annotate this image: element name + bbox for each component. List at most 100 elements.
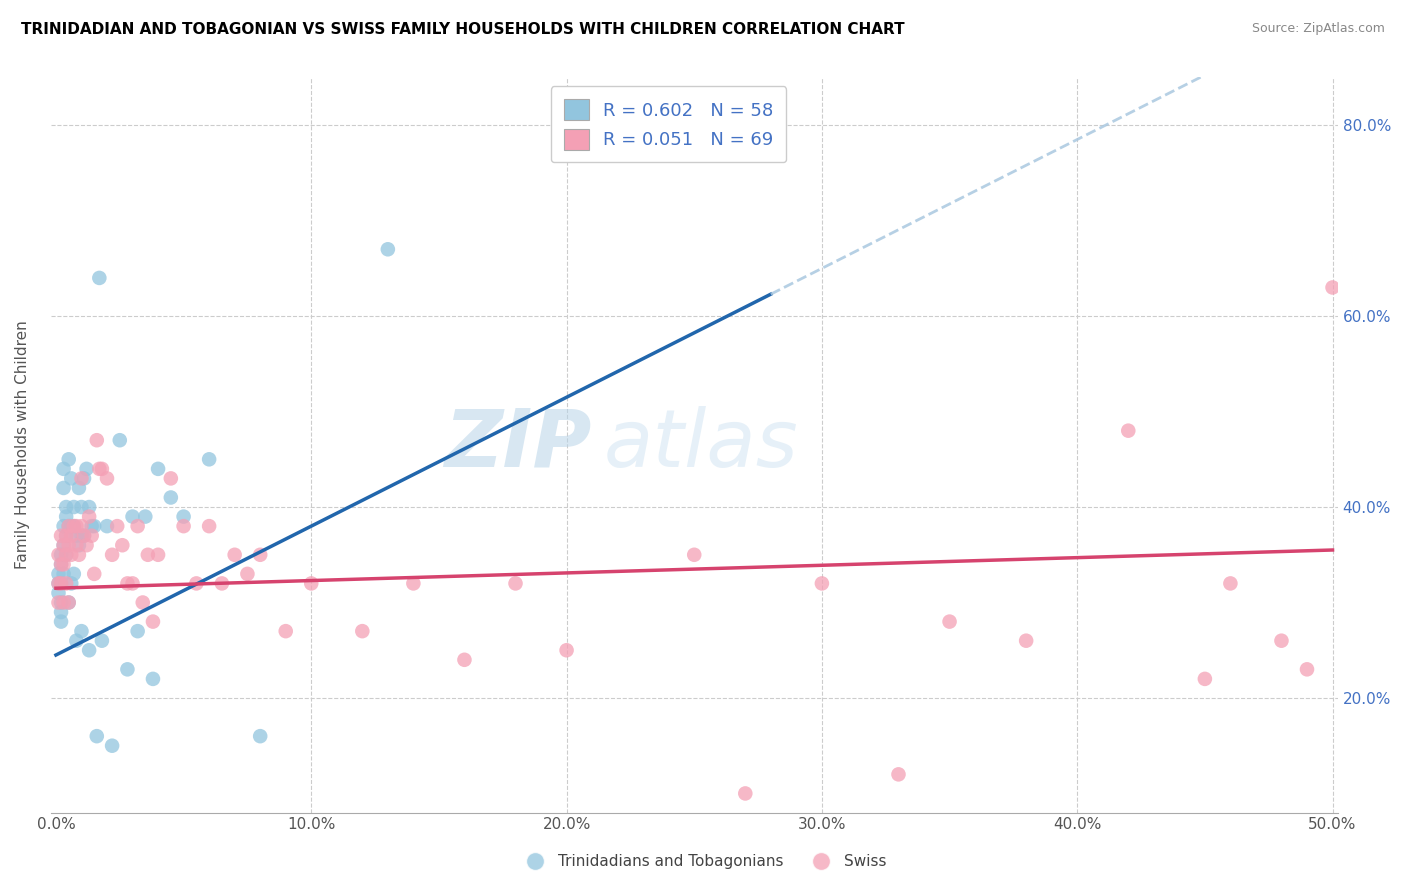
Point xyxy=(58,519,80,533)
Point xyxy=(60,519,83,533)
Point xyxy=(60,471,83,485)
Point xyxy=(65,529,87,543)
Point xyxy=(52,538,75,552)
Point xyxy=(55,548,77,562)
Point xyxy=(887,767,910,781)
Point xyxy=(77,643,100,657)
Point xyxy=(96,471,118,485)
Point xyxy=(76,538,98,552)
Point xyxy=(111,538,134,552)
Point xyxy=(1270,633,1292,648)
Point xyxy=(65,633,87,648)
Point xyxy=(77,509,100,524)
Y-axis label: Family Households with Children: Family Households with Children xyxy=(15,320,30,569)
Point xyxy=(48,595,70,609)
Point xyxy=(683,548,706,562)
Point xyxy=(52,558,75,572)
Point xyxy=(453,653,475,667)
Point xyxy=(49,595,72,609)
Point xyxy=(86,729,108,743)
Point xyxy=(105,519,128,533)
Point xyxy=(1194,672,1216,686)
Point xyxy=(60,548,83,562)
Point xyxy=(77,500,100,514)
Point xyxy=(402,576,425,591)
Point xyxy=(49,558,72,572)
Point xyxy=(734,787,756,801)
Point xyxy=(352,624,374,639)
Point xyxy=(73,529,96,543)
Point xyxy=(90,633,112,648)
Point xyxy=(58,595,80,609)
Point xyxy=(198,519,221,533)
Point xyxy=(198,452,221,467)
Point xyxy=(938,615,960,629)
Point xyxy=(55,529,77,543)
Point xyxy=(127,519,149,533)
Point xyxy=(274,624,297,639)
Point xyxy=(60,576,83,591)
Point xyxy=(101,739,124,753)
Text: ZIP: ZIP xyxy=(444,406,592,484)
Point xyxy=(49,576,72,591)
Point xyxy=(55,576,77,591)
Point xyxy=(60,529,83,543)
Legend: Trinidadians and Tobagonians, Swiss: Trinidadians and Tobagonians, Swiss xyxy=(513,848,893,875)
Point xyxy=(173,509,195,524)
Point xyxy=(49,529,72,543)
Point xyxy=(90,462,112,476)
Point xyxy=(55,548,77,562)
Point xyxy=(52,481,75,495)
Point xyxy=(173,519,195,533)
Point xyxy=(811,576,834,591)
Point xyxy=(160,471,183,485)
Point xyxy=(142,615,165,629)
Point xyxy=(127,624,149,639)
Point xyxy=(146,462,169,476)
Point xyxy=(86,434,108,448)
Point xyxy=(108,434,131,448)
Point xyxy=(70,529,93,543)
Point xyxy=(52,566,75,581)
Point xyxy=(49,576,72,591)
Point xyxy=(67,481,90,495)
Point xyxy=(121,509,143,524)
Point xyxy=(67,538,90,552)
Point xyxy=(377,242,399,256)
Point xyxy=(55,500,77,514)
Point xyxy=(48,566,70,581)
Point xyxy=(52,462,75,476)
Point xyxy=(48,548,70,562)
Point xyxy=(80,529,103,543)
Point xyxy=(1322,280,1344,294)
Point xyxy=(1296,662,1319,676)
Point xyxy=(48,576,70,591)
Point xyxy=(73,529,96,543)
Point xyxy=(70,500,93,514)
Point xyxy=(62,500,84,514)
Point xyxy=(65,519,87,533)
Point xyxy=(76,462,98,476)
Point xyxy=(58,538,80,552)
Point xyxy=(224,548,246,562)
Point xyxy=(1219,576,1241,591)
Point xyxy=(96,519,118,533)
Point xyxy=(52,538,75,552)
Point xyxy=(48,586,70,600)
Point xyxy=(67,548,90,562)
Point xyxy=(62,519,84,533)
Point xyxy=(55,509,77,524)
Point xyxy=(249,729,271,743)
Point xyxy=(117,576,139,591)
Point xyxy=(1116,424,1139,438)
Point xyxy=(49,548,72,562)
Point xyxy=(52,519,75,533)
Point xyxy=(49,605,72,619)
Point xyxy=(49,615,72,629)
Point xyxy=(62,519,84,533)
Point xyxy=(236,566,259,581)
Point xyxy=(555,643,578,657)
Point xyxy=(160,491,183,505)
Point xyxy=(62,566,84,581)
Point xyxy=(249,548,271,562)
